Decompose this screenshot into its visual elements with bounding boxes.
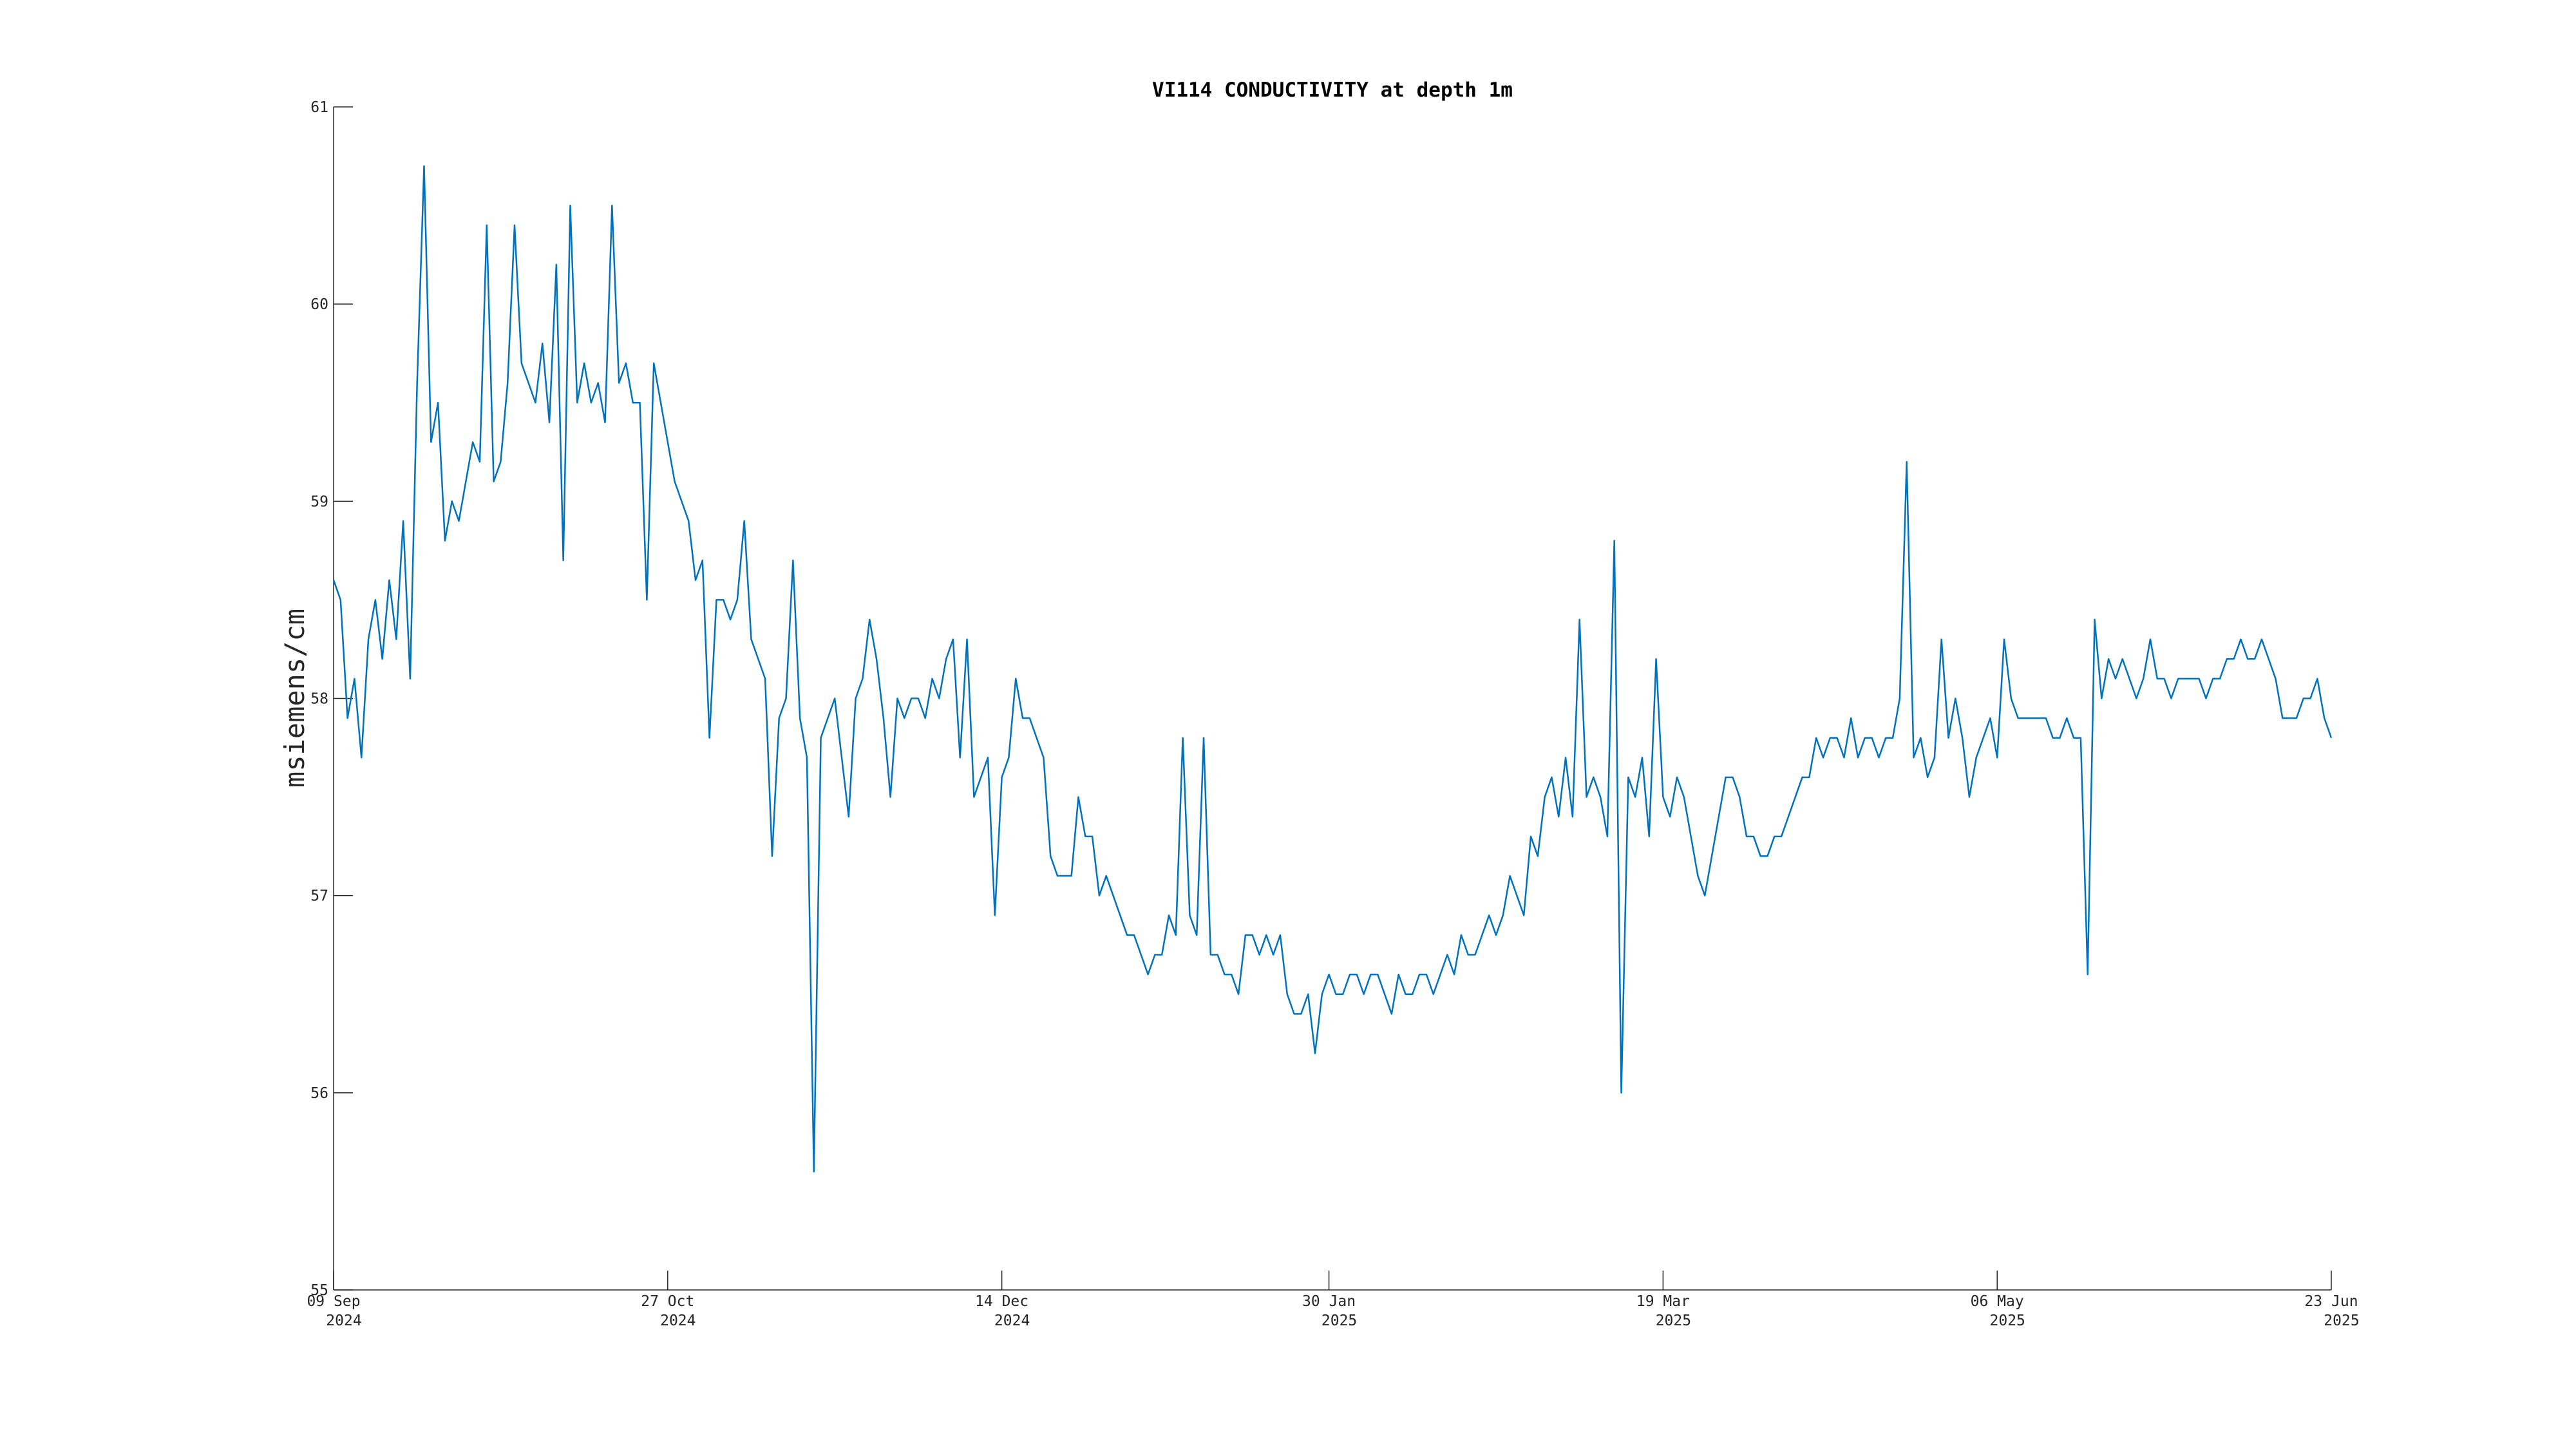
x-tick-label: 2024 <box>660 1312 696 1329</box>
x-tick-label: 23 Jun <box>2304 1293 2358 1310</box>
y-tick-label: 56 <box>310 1085 328 1102</box>
x-tick-label: 14 Dec <box>975 1293 1028 1310</box>
data-line <box>332 165 2333 1173</box>
y-tick-label: 55 <box>310 1282 328 1299</box>
x-tick-label: 2025 <box>1656 1312 1691 1329</box>
chart-title: VI114 CONDUCTIVITY at depth 1m <box>1152 79 1513 102</box>
x-tick-label: 19 Mar <box>1636 1293 1690 1310</box>
x-tick-label: 2025 <box>1321 1312 1357 1329</box>
x-tick-label: 09 Sep <box>307 1293 360 1310</box>
x-tick-label: 06 May <box>1971 1293 2024 1310</box>
x-tick-label: 27 Oct <box>641 1293 694 1310</box>
y-tick-label: 59 <box>310 493 328 510</box>
x-tick-label: 2024 <box>994 1312 1030 1329</box>
x-tick-label: 2025 <box>2324 1312 2359 1329</box>
x-tick-label: 2025 <box>1990 1312 2025 1329</box>
x-tick-label: 30 Jan <box>1302 1293 1356 1310</box>
y-axis-label: msiemens/cm <box>279 609 310 788</box>
x-tick-label: 2024 <box>326 1312 361 1329</box>
y-tick-label: 57 <box>310 888 328 905</box>
y-tick-label: 61 <box>310 99 328 116</box>
y-tick-label: 60 <box>310 296 328 313</box>
y-tick-label: 58 <box>310 691 328 708</box>
